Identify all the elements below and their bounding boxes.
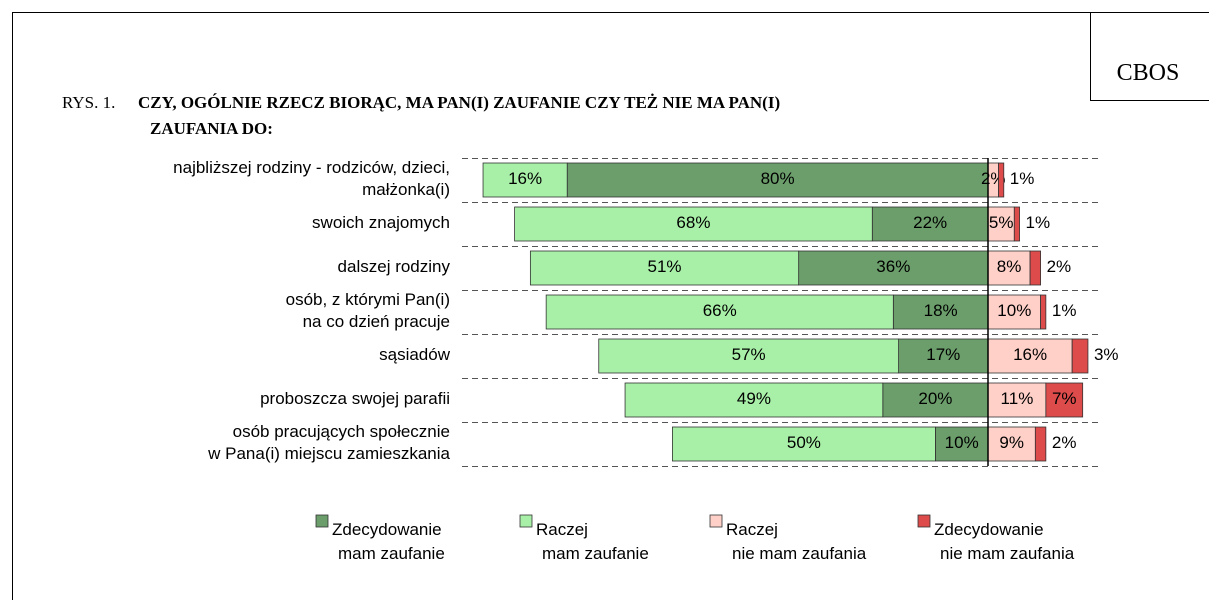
category-label: najbliższej rodziny - rodziców, dzieci, m… bbox=[173, 158, 450, 199]
value-label: 11% bbox=[1001, 389, 1034, 408]
frame bbox=[12, 12, 1209, 600]
bar-segment bbox=[882, 382, 989, 418]
value-label: 10% bbox=[997, 301, 1031, 320]
value-label: 57% bbox=[732, 345, 766, 364]
value-label: 50% bbox=[787, 433, 821, 452]
bar-segment bbox=[798, 250, 989, 286]
value-label: 9% bbox=[999, 433, 1024, 452]
legend-label: Zdecydowanie nie mam zaufania bbox=[934, 520, 1075, 563]
value-label: 51% bbox=[647, 257, 681, 276]
title-prefix: RYS. 1. bbox=[62, 93, 115, 112]
legend-swatch bbox=[315, 514, 329, 528]
value-label: 16% bbox=[1013, 345, 1047, 364]
value-label: 2% bbox=[1047, 257, 1072, 276]
legend-swatch bbox=[709, 514, 723, 528]
bar-segment bbox=[1071, 338, 1089, 374]
legend-label: Raczej nie mam zaufania bbox=[726, 520, 867, 563]
bar-segment bbox=[898, 338, 989, 374]
value-label: 16% bbox=[508, 169, 542, 188]
value-label: 66% bbox=[703, 301, 737, 320]
bar-segment bbox=[529, 250, 800, 286]
category-label: swoich znajomych bbox=[312, 213, 450, 232]
bar-segment bbox=[624, 382, 884, 418]
legend-swatch bbox=[519, 514, 533, 528]
value-label: 80% bbox=[761, 169, 795, 188]
value-label: 2% bbox=[1052, 433, 1077, 452]
value-label: 18% bbox=[924, 301, 958, 320]
value-label: 1% bbox=[1052, 301, 1077, 320]
bar-segment bbox=[514, 206, 873, 242]
value-label: 5% bbox=[989, 213, 1014, 232]
value-label: 3% bbox=[1094, 345, 1119, 364]
bar-segment bbox=[482, 162, 568, 198]
bar-segment bbox=[987, 426, 1036, 462]
badge: CBOS bbox=[1117, 60, 1180, 86]
bar-segment bbox=[987, 206, 1015, 242]
bar-segment bbox=[1013, 206, 1020, 242]
value-label: 1% bbox=[1026, 213, 1051, 232]
category-label: dalszej rodziny bbox=[338, 257, 451, 276]
value-label: 8% bbox=[997, 257, 1022, 276]
bar-segment bbox=[1045, 382, 1084, 418]
bar-segment bbox=[545, 294, 894, 330]
bar-segment bbox=[987, 382, 1047, 418]
bar-segment bbox=[566, 162, 989, 198]
value-label: 36% bbox=[876, 257, 910, 276]
legend-label: Raczej mam zaufanie bbox=[536, 520, 649, 563]
legend-swatch bbox=[917, 514, 931, 528]
value-label: 68% bbox=[676, 213, 710, 232]
value-label: 20% bbox=[918, 389, 952, 408]
bar-segment bbox=[1040, 294, 1047, 330]
value-label: 22% bbox=[913, 213, 947, 232]
category-label: osób pracujących społecznie w Pana(i) mie… bbox=[207, 422, 450, 463]
chart-title: CZY, OGÓLNIE RZECZ BIORĄC, MA PAN(I) ZAU… bbox=[138, 93, 780, 138]
value-label: 10% bbox=[945, 433, 979, 452]
category-label: osób, z którymi Pan(i) na co dzień pracuj… bbox=[286, 290, 450, 331]
value-label: 17% bbox=[926, 345, 960, 364]
value-label: 49% bbox=[737, 389, 771, 408]
bar-segment bbox=[998, 162, 1005, 198]
bar-segment bbox=[987, 250, 1031, 286]
bar-segment bbox=[1034, 426, 1047, 462]
bar-segment bbox=[935, 426, 989, 462]
value-label: 1% bbox=[1010, 169, 1035, 188]
category-label: sąsiadów bbox=[379, 345, 451, 364]
bar-segment bbox=[598, 338, 899, 374]
bar-segment bbox=[987, 294, 1041, 330]
category-label: proboszcza swojej parafii bbox=[260, 389, 450, 408]
legend-label: Zdecydowanie mam zaufanie bbox=[332, 520, 445, 563]
badge-box bbox=[1090, 12, 1209, 101]
bar-segment bbox=[871, 206, 989, 242]
bar-segment bbox=[672, 426, 936, 462]
bar-segment bbox=[987, 338, 1073, 374]
value-label: 7% bbox=[1052, 389, 1077, 408]
bar-segment bbox=[1029, 250, 1041, 286]
